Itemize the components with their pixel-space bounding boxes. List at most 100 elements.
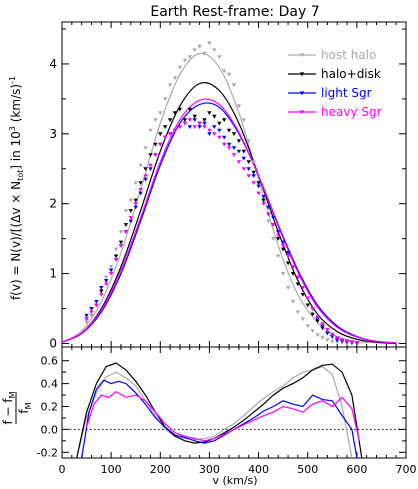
data-point [290, 272, 296, 276]
data-point [305, 303, 310, 308]
legend-marker [299, 53, 305, 58]
data-point [241, 156, 246, 161]
data-point [84, 313, 89, 318]
ylabel-sub: tot [16, 170, 25, 181]
data-point [320, 324, 325, 329]
data-point [99, 289, 104, 294]
data-point [138, 188, 143, 192]
bottom-plot-area [76, 362, 363, 458]
data-point [231, 132, 237, 136]
data-point [163, 97, 168, 102]
series-curve [62, 81, 397, 345]
data-point [143, 146, 148, 150]
data-point [177, 65, 183, 70]
data-point [222, 69, 227, 74]
data-point [84, 320, 89, 325]
x-tick-label: 100 [101, 463, 122, 476]
data-point [133, 205, 138, 210]
data-point [128, 198, 133, 203]
data-point [133, 202, 138, 206]
data-point [241, 118, 246, 122]
data-point [153, 118, 158, 122]
data-point [300, 293, 305, 297]
data-point [94, 303, 99, 308]
data-point [138, 191, 143, 196]
data-point [187, 55, 192, 60]
data-point [236, 139, 242, 143]
data-point [261, 195, 266, 199]
frac-den-sub: M [24, 402, 33, 409]
data-point [99, 293, 104, 297]
data-point [222, 135, 227, 140]
data-point [187, 118, 192, 122]
ylabel-units: (km/s) [9, 84, 23, 126]
residual-line [81, 379, 358, 458]
data-point [118, 230, 124, 234]
data-point [212, 48, 217, 53]
data-point [315, 319, 320, 324]
x-tick-label: 700 [396, 463, 417, 476]
top-panel: 0 1 2 3 4 host halo halo+disk light Sgr heavy Sg… [49, 21, 407, 351]
data-point [143, 174, 148, 178]
data-point [202, 121, 207, 126]
data-point [123, 230, 129, 234]
data-point [99, 286, 104, 290]
data-point [285, 254, 291, 259]
bottom-y-axis-label: f − fM fM [1, 391, 33, 424]
data-point [271, 237, 276, 241]
data-point [192, 125, 197, 129]
data-point [310, 329, 315, 334]
data-point [251, 174, 256, 178]
data-point [320, 336, 325, 341]
y-tick-label: -0.2 [37, 446, 58, 459]
legend-marker [299, 110, 305, 115]
ylabel-close: ] in 10 [9, 131, 23, 170]
data-point [182, 118, 188, 122]
data-point [108, 272, 114, 276]
data-point [133, 181, 138, 185]
data-point [182, 58, 188, 63]
data-point [236, 160, 242, 164]
data-point [231, 146, 237, 150]
y-tick-label: 0.6 [41, 355, 59, 368]
data-point [113, 254, 119, 259]
data-point [276, 237, 281, 241]
data-point [197, 125, 202, 129]
data-point [197, 44, 202, 49]
ylabel-sup: 3 [8, 126, 17, 131]
data-point [217, 55, 222, 60]
data-point [153, 142, 158, 147]
frac-denominator: fM [17, 402, 33, 413]
ylabel-main: f(v) = N(v)/[(Δv × N [9, 181, 23, 300]
data-point [344, 339, 350, 344]
data-point [202, 51, 207, 56]
data-point [212, 125, 217, 129]
y-tick-label: 3 [49, 127, 57, 141]
data-point [246, 139, 251, 143]
data-point [177, 107, 183, 112]
data-point [226, 72, 232, 77]
data-point [148, 128, 153, 133]
legend-label: light Sgr [321, 86, 372, 100]
data-point [148, 163, 153, 168]
legend-marker [299, 72, 305, 77]
data-point [143, 177, 148, 182]
chart-title: Earth Rest-frame: Day 7 [150, 4, 319, 20]
data-point [261, 202, 266, 206]
ylabel-units-sup: -1 [8, 76, 17, 84]
data-point [138, 181, 143, 185]
data-point [276, 233, 281, 238]
data-point [246, 174, 251, 178]
x-tick-label: 300 [199, 463, 220, 476]
data-point [104, 279, 109, 283]
data-point [349, 340, 355, 345]
data-point [217, 135, 222, 140]
data-point [325, 327, 330, 332]
data-point [310, 312, 315, 317]
data-point [246, 160, 251, 164]
data-point [325, 338, 330, 343]
data-point [325, 331, 330, 336]
legend-label: heavy Sgr [321, 105, 382, 119]
data-point [261, 198, 266, 203]
data-point [280, 247, 286, 252]
